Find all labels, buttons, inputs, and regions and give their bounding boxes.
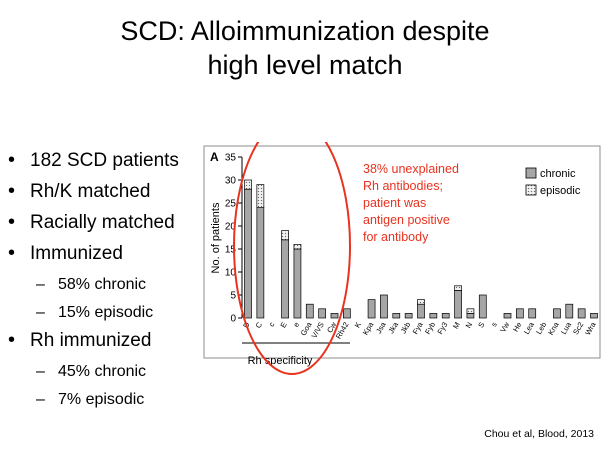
title-line-1: SCD: Alloimmunization despite	[120, 16, 490, 46]
bar-chronic	[330, 313, 339, 319]
bullet-item: Racially matched	[6, 210, 206, 241]
x-tick-label: Lua	[559, 320, 573, 336]
bullet-item: Rh immunized	[6, 328, 206, 359]
bar-chronic	[441, 313, 450, 319]
x-tick-label: Fya	[411, 320, 425, 336]
x-tick-label: Wra	[583, 320, 598, 337]
bar-chronic	[281, 239, 289, 319]
bar-chronic	[503, 313, 512, 319]
sub-bullet-item: 45% chronic	[6, 359, 206, 387]
bar-episodic	[256, 184, 265, 208]
x-tick-label: K	[353, 321, 363, 330]
bar-chronic	[417, 303, 425, 319]
x-tick-label: V/VS	[310, 321, 326, 340]
title-line-2: high level match	[207, 50, 403, 80]
bar-chronic	[305, 303, 314, 319]
bar-chronic	[367, 299, 376, 319]
x-tick-label: Vw	[498, 320, 511, 334]
bar-chronic	[478, 294, 487, 319]
bar-chronic	[466, 313, 475, 319]
bar-episodic	[281, 230, 289, 241]
bar-chronic	[380, 294, 388, 319]
sub-bullet-item: 15% episodic	[6, 300, 206, 328]
x-tick-label: Fy3	[435, 321, 449, 336]
legend-label-episodic: episodic	[540, 185, 581, 197]
bullet-item: 182 SCD patients	[6, 148, 206, 179]
x-tick-label: Jkb	[399, 321, 413, 336]
x-tick-label: Leb	[534, 321, 548, 336]
x-tick-label: Jka	[386, 320, 400, 335]
sub-bullet-item: 7% episodic	[6, 387, 206, 415]
y-tick-label: 5	[230, 291, 236, 302]
bar-chronic	[392, 313, 401, 319]
bar-chronic	[244, 188, 252, 319]
bar-chronic	[528, 308, 537, 319]
bar-chronic	[577, 308, 586, 319]
bar-chronic	[256, 207, 265, 319]
bar-chronic	[293, 248, 302, 319]
bar-episodic	[244, 179, 252, 190]
panel-label: A	[210, 150, 219, 164]
x-tick-label: Kna	[546, 320, 561, 337]
y-tick-label: 30	[225, 176, 237, 187]
bar-episodic	[417, 299, 425, 305]
x-tick-label: N	[464, 321, 475, 330]
chart-frame	[203, 145, 601, 359]
x-tick-label: M	[451, 321, 462, 331]
y-tick-label: 10	[225, 268, 237, 279]
annotation-line: for antibody	[363, 230, 429, 244]
chart-annotation: 38% unexplained Rh antibodies; patient w…	[363, 162, 459, 244]
bar-chronic	[318, 308, 326, 319]
legend-swatch-chronic	[525, 167, 537, 179]
bullet-item: Immunized	[6, 241, 206, 272]
bar-chronic	[429, 313, 438, 319]
x-axis-label: Rh specificity	[248, 355, 313, 367]
bar-chronic	[343, 308, 351, 319]
x-tick-label: Sc2	[571, 321, 585, 337]
x-tick-label: Lea	[522, 320, 536, 336]
bullet-item: Rh/K matched	[6, 179, 206, 210]
x-tick-label: Kpa	[361, 320, 376, 337]
x-tick-label: e	[291, 321, 301, 329]
x-tick-label: c	[267, 320, 277, 328]
x-tick-label: C	[254, 320, 265, 330]
slide-title: SCD: Alloimmunization despite high level…	[0, 14, 610, 82]
bar-chronic	[553, 308, 561, 319]
y-tick-label: 20	[225, 222, 237, 233]
bar-episodic	[454, 285, 462, 291]
y-tick-label: 35	[225, 153, 237, 164]
bar-episodic	[466, 308, 475, 314]
bar-chronic	[404, 313, 413, 319]
annotation-line: patient was	[363, 196, 426, 210]
x-tick-label: He	[511, 321, 524, 334]
bar-chronic	[454, 290, 462, 319]
x-tick-label: Jsa	[374, 320, 388, 335]
citation: Chou et al, Blood, 2013	[484, 428, 594, 440]
y-tick-label: 0	[230, 314, 236, 325]
y-tick-label: 25	[225, 199, 237, 210]
highlight-ellipse	[233, 142, 351, 375]
bar-episodic	[293, 244, 302, 250]
x-tick-label: S	[476, 321, 486, 330]
bullet-list: 182 SCD patients Rh/K matched Racially m…	[6, 148, 206, 415]
chart-legend: chronic episodic	[525, 167, 581, 197]
sub-bullet-item: 58% chronic	[6, 272, 206, 300]
y-axis-label: No. of patients	[210, 202, 222, 273]
annotation-line: antigen positive	[363, 213, 450, 227]
legend-swatch-episodic	[525, 184, 537, 196]
y-tick-label: 15	[225, 245, 237, 256]
x-tick-label: s	[489, 320, 499, 328]
x-tick-label: Fyb	[423, 321, 437, 336]
bar-chronic	[565, 303, 574, 319]
legend-label-chronic: chronic	[540, 168, 576, 180]
bar-chronic	[516, 308, 524, 319]
chart-bars	[244, 179, 598, 319]
rh-specificity-bar-chart: A No. of patients Rh specificity chronic…	[203, 142, 601, 375]
bar-chronic	[590, 313, 598, 319]
x-tick-label: E	[279, 321, 289, 330]
annotation-line: 38% unexplained	[363, 162, 459, 176]
annotation-line: Rh antibodies;	[363, 179, 443, 193]
